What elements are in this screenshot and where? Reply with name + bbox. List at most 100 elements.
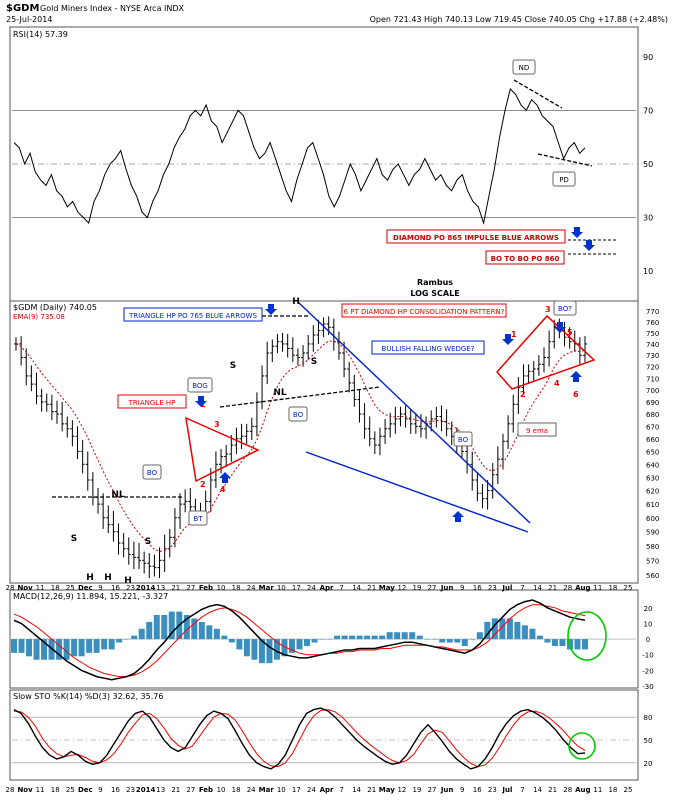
- xaxis-label-bottom: Jun: [440, 786, 454, 794]
- point-3: 3: [545, 305, 551, 314]
- xaxis-label-bottom: May: [379, 786, 395, 794]
- macd-histogram-bar: [311, 639, 318, 643]
- macd-histogram-bar: [213, 628, 220, 640]
- xaxis-label-bottom: 11: [36, 786, 45, 794]
- blue-arrow-icon: [265, 304, 277, 315]
- xaxis-label-top: 7: [339, 584, 343, 592]
- xaxis-label-bottom: 28: [6, 786, 15, 794]
- xaxis-label-bottom: 23: [488, 786, 497, 794]
- price-tick: 670: [646, 423, 659, 431]
- ema-label: EMA(9) 735.08: [13, 313, 65, 321]
- macd-histogram-bar: [536, 635, 543, 640]
- macd-histogram-bar: [101, 639, 108, 650]
- macd-histogram-bar: [63, 639, 70, 660]
- rsi-annotations: ND PD DIAMOND PO 865 IMPULSE BLUE ARROWS…: [386, 59, 618, 298]
- macd-histogram-bar: [138, 628, 145, 640]
- price-tick: 630: [646, 474, 659, 482]
- xaxis-label-bottom: 24: [247, 786, 256, 794]
- xaxis-label-bottom: 17: [292, 786, 301, 794]
- price-tick: 580: [646, 543, 659, 551]
- macd-tick: -10: [642, 652, 653, 660]
- price-tick: 740: [646, 341, 659, 349]
- xaxis-label-bottom: 14: [352, 786, 361, 794]
- ticker-name: Gold Miners Index - NYSE Arca INDX: [40, 4, 185, 13]
- macd-histogram-bar: [559, 639, 566, 646]
- xaxis-label-top: 16: [111, 584, 120, 592]
- macd-histogram-bar: [514, 621, 521, 640]
- macd-histogram-bar: [416, 635, 423, 640]
- nl-label: NL: [273, 388, 287, 398]
- bo-label: BO: [293, 411, 304, 419]
- rsi-line: [13, 88, 586, 225]
- xaxis-label-top: 21: [367, 584, 376, 592]
- macd-histogram-bar: [161, 615, 168, 640]
- macd-histogram-bar: [168, 611, 175, 640]
- price-panel: [9, 300, 639, 584]
- macd-histogram-bar: [221, 635, 228, 640]
- sto-panel: [9, 689, 639, 781]
- macd-histogram-bar: [304, 639, 311, 646]
- xaxis-label-bottom: 18: [51, 786, 60, 794]
- bo-label: BO: [458, 436, 469, 444]
- point-2: 2: [520, 390, 526, 399]
- price-tick: 700: [646, 387, 659, 395]
- price-label: $GDM (Daily) 740.05: [13, 303, 97, 312]
- xaxis-label-top: Nov: [17, 584, 33, 592]
- xaxis-label-bottom: 27: [428, 786, 437, 794]
- xaxis-label-top: 12: [397, 584, 406, 592]
- h-label: H: [86, 573, 94, 583]
- triangle-hp-label: TRIANGLE HP: [128, 399, 176, 407]
- xaxis-label-bottom: Feb: [199, 786, 213, 794]
- xaxis-label-bottom: 10: [217, 786, 226, 794]
- xaxis-label-top: 14: [533, 584, 542, 592]
- xaxis-label-top: 28: [6, 584, 15, 592]
- price-tick: 690: [646, 399, 659, 407]
- pd-label: PD: [559, 176, 569, 184]
- xaxis-label-top: 27: [186, 584, 195, 592]
- macd-histogram-bar: [499, 618, 506, 640]
- s-label: S: [145, 537, 151, 547]
- log-scale-label: LOG SCALE: [410, 289, 459, 298]
- xaxis-label-top: 9: [460, 584, 464, 592]
- xaxis-label-bottom: 21: [367, 786, 376, 794]
- xaxis-label-top: Feb: [199, 584, 213, 592]
- price-tick: 750: [646, 330, 659, 338]
- macd-histogram-bar: [78, 639, 85, 657]
- macd-histogram-bar: [243, 639, 250, 657]
- nl-label: NL: [111, 490, 125, 500]
- macd-tick: 10: [644, 620, 653, 628]
- price-tick: 730: [646, 352, 659, 360]
- price-tick: 560: [646, 572, 659, 580]
- macd-histogram-bar: [469, 639, 476, 640]
- macd-histogram-bar: [446, 639, 453, 643]
- xaxis-label-top: 21: [548, 584, 557, 592]
- macd-histogram-bar: [521, 625, 528, 640]
- macd-histogram-bar: [356, 635, 363, 640]
- price-tick: 590: [646, 529, 659, 537]
- blue-arrow-icon: [583, 240, 595, 251]
- xaxis-label-top: 10: [217, 584, 226, 592]
- xaxis-label-bottom: 21: [171, 786, 180, 794]
- xaxis-label-top: Apr: [320, 584, 334, 592]
- macd-histogram-bar: [349, 635, 356, 640]
- price-tick: 680: [646, 411, 659, 419]
- xaxis-label-top: 17: [292, 584, 301, 592]
- macd-histogram-bar: [10, 639, 18, 653]
- blue-arrow-icon: [452, 511, 464, 522]
- xaxis-label-top: 2014: [136, 584, 156, 592]
- rsi-tick: 50: [643, 160, 653, 169]
- macd-histogram-bar: [379, 635, 386, 640]
- xaxis-label-bottom: 28: [563, 786, 572, 794]
- macd-histogram-bar: [183, 615, 190, 640]
- macd-histogram-bar: [236, 639, 243, 650]
- macd-histogram-bar: [551, 639, 558, 646]
- bo-label: BO: [147, 469, 158, 477]
- xaxis-label-bottom: 18: [608, 786, 617, 794]
- macd-histogram-bar: [424, 639, 431, 640]
- xaxis-label-top: Mar: [259, 584, 275, 592]
- price-tick: 770: [646, 308, 659, 316]
- xaxis-label-bottom: 24: [307, 786, 316, 794]
- blue-arrow-icon: [570, 371, 582, 382]
- point-1: 1: [511, 330, 517, 339]
